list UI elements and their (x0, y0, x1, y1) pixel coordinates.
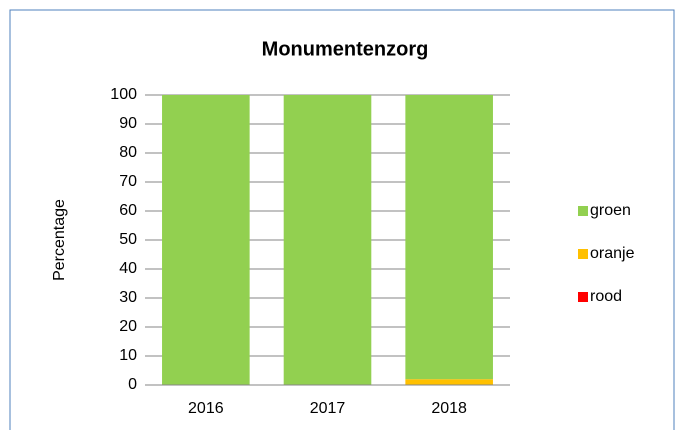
y-tick-label: 20 (119, 318, 137, 335)
y-tick-label: 30 (119, 289, 137, 306)
legend-label: oranje (590, 245, 635, 262)
y-tick-label: 80 (119, 144, 137, 161)
chart-title: Monumentenzorg (262, 38, 429, 60)
y-tick-label: 60 (119, 202, 137, 219)
bar-segment (283, 95, 372, 385)
legend-swatch (578, 206, 588, 216)
y-tick-label: 40 (119, 260, 137, 277)
y-tick-label: 50 (119, 231, 137, 248)
y-tick-label: 90 (119, 115, 137, 132)
bar-segment (162, 95, 250, 385)
y-tick-label: 0 (128, 376, 137, 393)
legend-swatch (578, 292, 588, 302)
legend-label: groen (590, 202, 631, 219)
legend-label: rood (590, 288, 622, 305)
bar-segment (405, 379, 493, 385)
x-tick-label: 2016 (188, 400, 224, 417)
y-axis-label: Percentage (51, 199, 68, 281)
y-tick-label: 70 (119, 173, 137, 190)
x-tick-label: 2017 (310, 400, 346, 417)
y-tick-label: 10 (119, 347, 137, 364)
x-tick-label: 2018 (431, 400, 467, 417)
bar-segment (405, 95, 493, 380)
y-tick-label: 100 (110, 86, 137, 103)
legend-swatch (578, 249, 588, 259)
